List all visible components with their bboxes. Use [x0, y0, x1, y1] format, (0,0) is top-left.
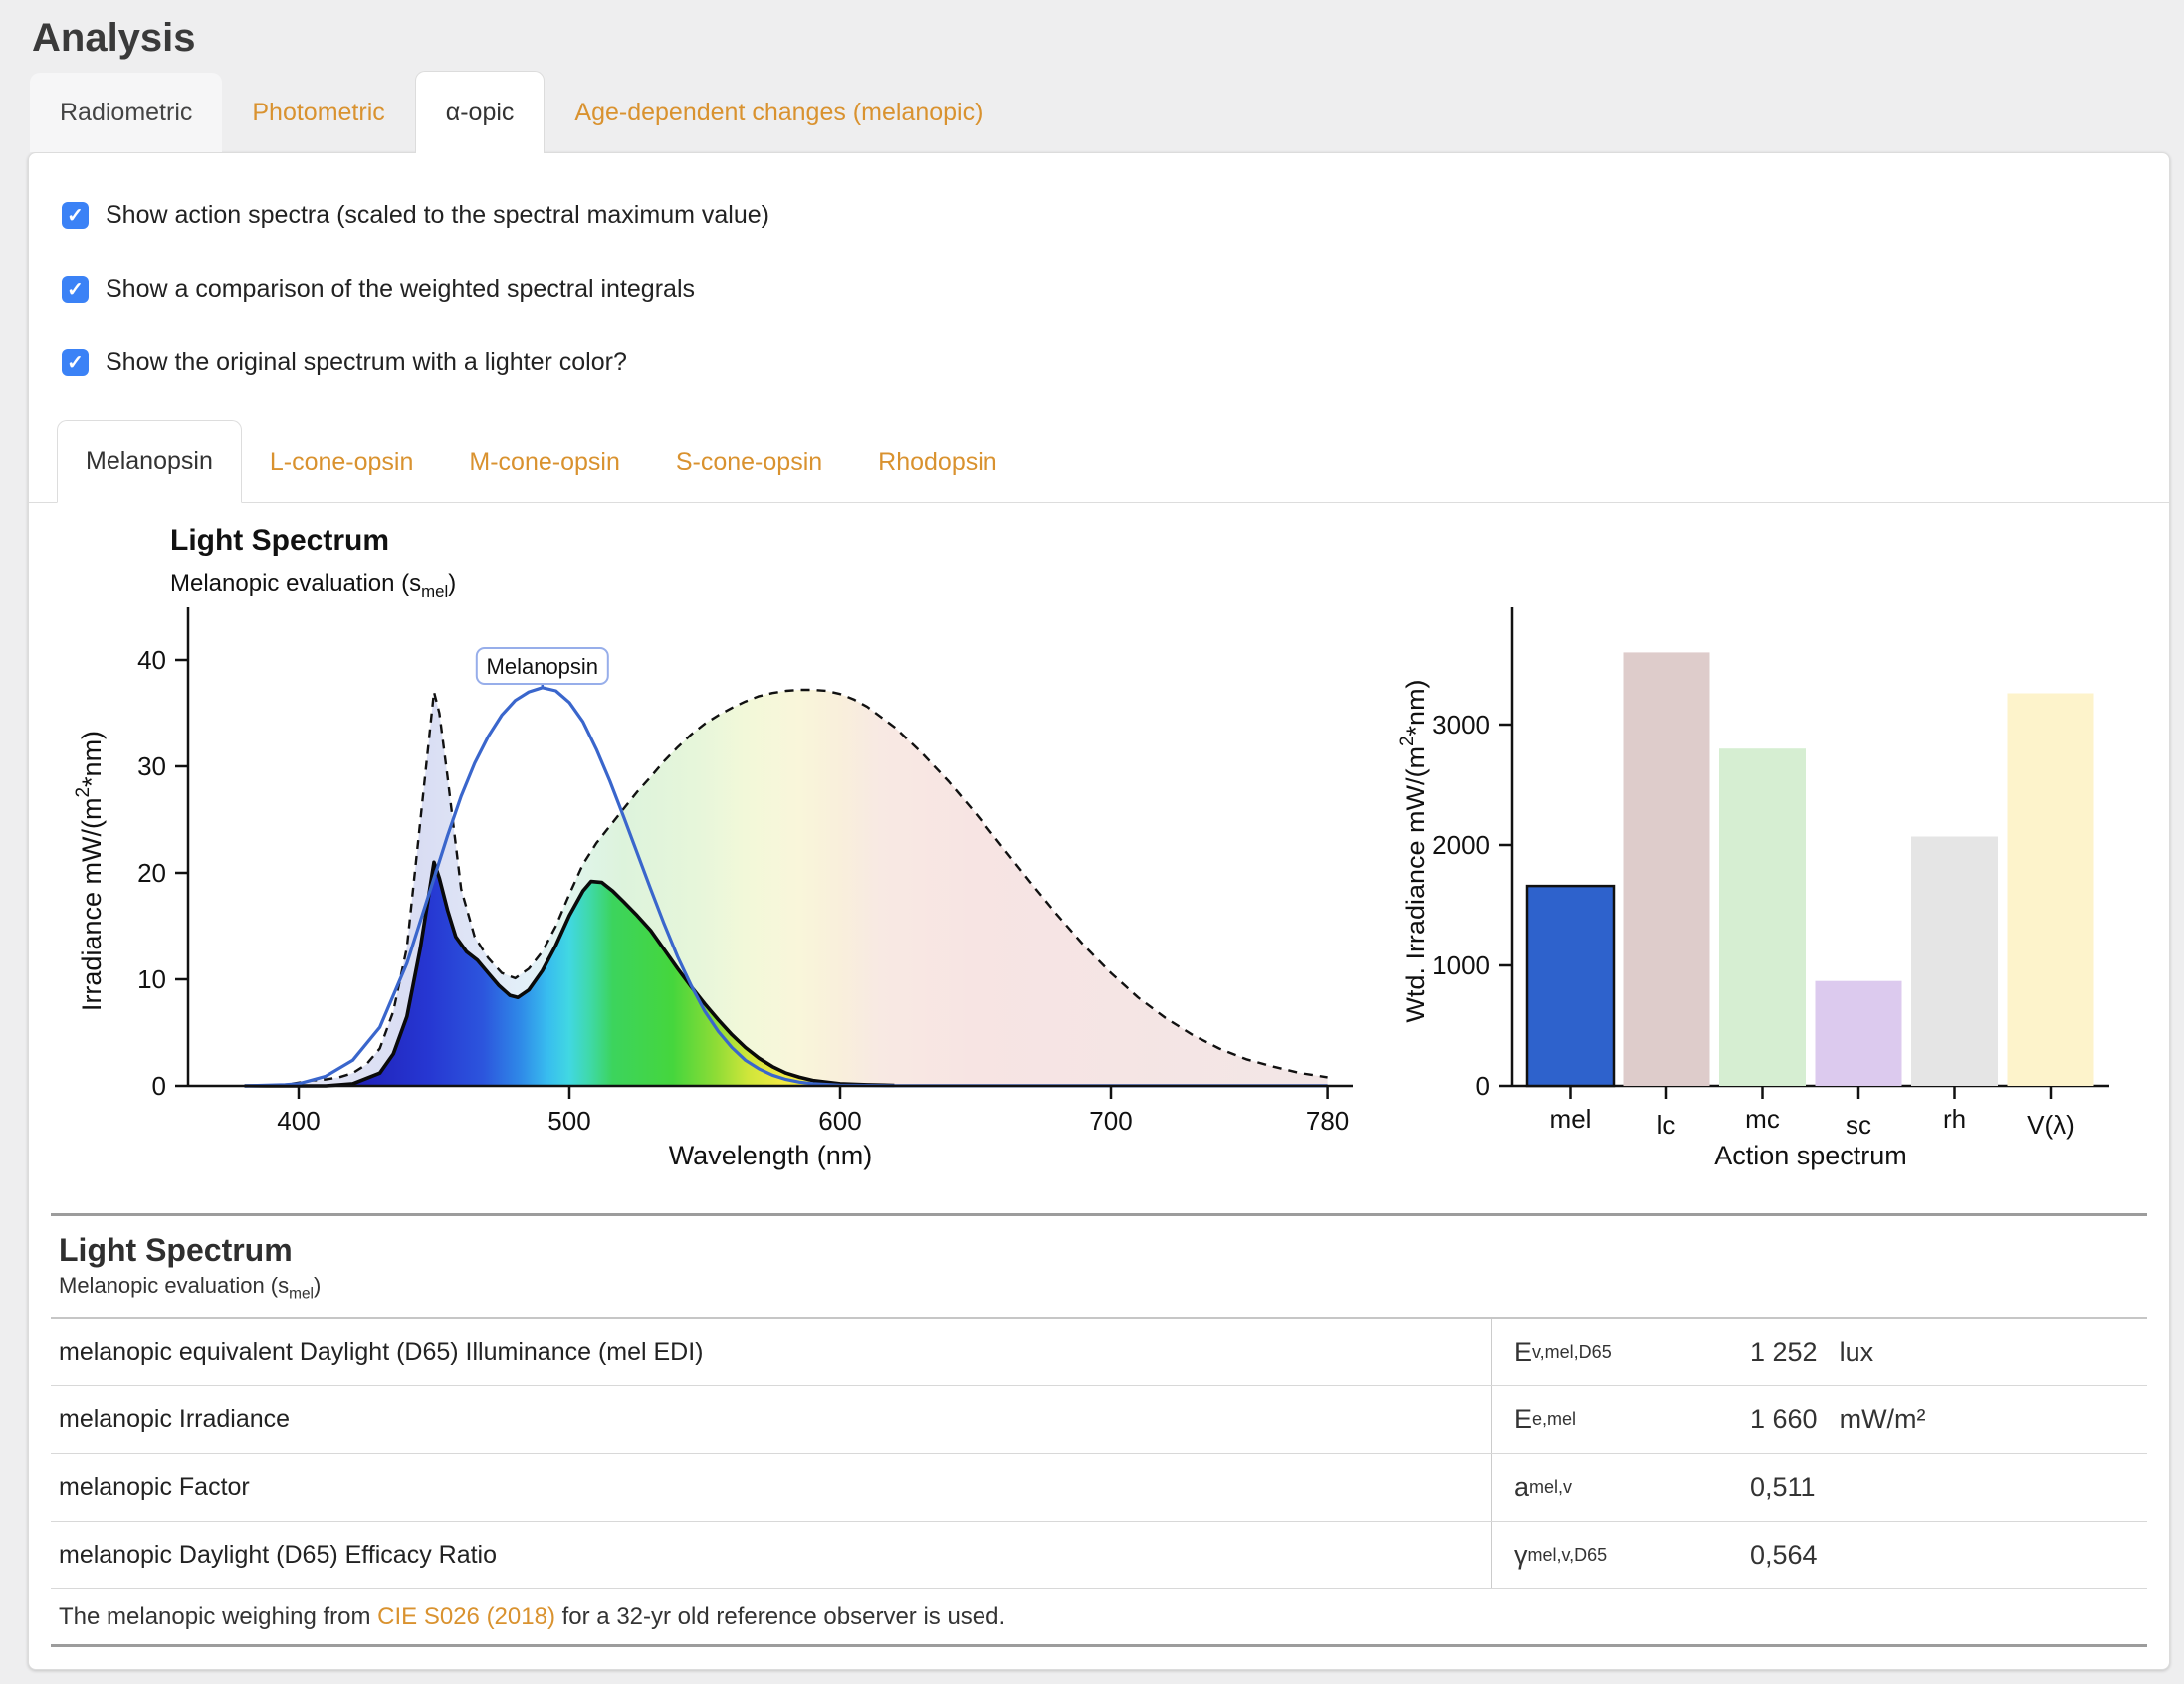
x-tick-label: 500 — [547, 1106, 590, 1136]
row-label: melanopic Daylight (D65) Efficacy Ratio — [51, 1541, 1491, 1570]
y-tick-label: 10 — [137, 964, 166, 994]
tab-content-panel: ✓ Show action spectra (scaled to the spe… — [28, 152, 2170, 1670]
x-tick-label: V(λ) — [2027, 1110, 2075, 1140]
table-bottom-border — [51, 1644, 2147, 1647]
x-tick-label: 780 — [1306, 1106, 1349, 1136]
row-value: 0,564 — [1750, 1540, 2147, 1571]
opsin-tab-bar: Melanopsin L-cone-opsin M-cone-opsin S-c… — [29, 422, 2169, 503]
checkbox-label: Show a comparison of the weighted spectr… — [106, 275, 695, 304]
spectrum-chart-title: Light Spectrum — [170, 525, 389, 558]
x-tick-label: rh — [1943, 1104, 1966, 1134]
y-tick-label: 3000 — [1432, 710, 1490, 739]
row-label: melanopic equivalent Daylight (D65) Illu… — [51, 1338, 1491, 1367]
y-tick-label: 40 — [137, 645, 166, 675]
checkbox-checked-icon: ✓ — [62, 349, 89, 376]
x-axis-label: Action spectrum — [1714, 1141, 1907, 1170]
table-row: melanopic Daylight (D65) Efficacy Ratio … — [51, 1522, 2147, 1589]
subtab-m-cone-opsin[interactable]: M-cone-opsin — [441, 422, 647, 502]
row-value: 1 660mW/m² — [1750, 1404, 2147, 1435]
tab-alpha-opic[interactable]: α-opic — [415, 71, 546, 153]
spectrum-chart-canvas: Melanopsin 400 500 600 700 780 0 10 20 30 40 Wavele… — [59, 513, 1383, 1209]
table-row: melanopic Irradiance Ee,mel 1 660mW/m² — [51, 1386, 2147, 1454]
bar-lc — [1624, 652, 1710, 1086]
checkbox-checked-icon: ✓ — [62, 202, 89, 229]
x-tick-label: 700 — [1089, 1106, 1132, 1136]
checkbox-show-original-spectrum[interactable]: ✓ Show the original spectrum with a ligh… — [62, 348, 2169, 377]
y-tick-label: 30 — [137, 751, 166, 781]
checkbox-checked-icon: ✓ — [62, 276, 89, 303]
option-checkboxes: ✓ Show action spectra (scaled to the spe… — [29, 153, 2169, 377]
page-title: Analysis — [32, 16, 2184, 61]
y-tick-label: 0 — [152, 1071, 166, 1101]
spectrum-chart: Light Spectrum Melanopic evaluation (sme… — [59, 513, 1383, 1209]
checkbox-label: Show the original spectrum with a lighte… — [106, 348, 627, 377]
table-row: melanopic equivalent Daylight (D65) Illu… — [51, 1319, 2147, 1386]
subtab-s-cone-opsin[interactable]: S-cone-opsin — [648, 422, 850, 502]
row-value: 0,511 — [1750, 1472, 2147, 1503]
checkbox-label: Show action spectra (scaled to the spect… — [106, 201, 769, 230]
charts-row: Light Spectrum Melanopic evaluation (sme… — [29, 503, 2169, 1209]
x-tick-label: mel — [1550, 1104, 1592, 1134]
table-footnote: The melanopic weighing from CIE S026 (20… — [51, 1589, 2147, 1644]
x-axis-label: Wavelength (nm) — [669, 1141, 873, 1170]
checkbox-show-comparison[interactable]: ✓ Show a comparison of the weighted spec… — [62, 275, 2169, 304]
bar-rh — [1911, 837, 1998, 1087]
row-symbol: Ev,mel,D65 — [1491, 1319, 1750, 1385]
tab-age-dependent[interactable]: Age-dependent changes (melanopic) — [545, 73, 1012, 152]
summary-table: Light Spectrum Melanopic evaluation (sme… — [51, 1213, 2147, 1647]
x-tick-label: mc — [1745, 1104, 1780, 1134]
table-row: melanopic Factor amel,v 0,511 — [51, 1454, 2147, 1522]
bar-V(λ) — [2008, 694, 2094, 1087]
x-tick-label: sc — [1846, 1110, 1871, 1140]
row-symbol: amel,v — [1491, 1454, 1750, 1521]
bar-mel — [1527, 886, 1614, 1086]
table-top-border — [51, 1213, 2147, 1216]
checkbox-show-action-spectra[interactable]: ✓ Show action spectra (scaled to the spe… — [62, 201, 2169, 230]
row-symbol: γmel,v,D65 — [1491, 1522, 1750, 1588]
y-axis-label: Irradiance mW/(m2*nm) — [73, 731, 107, 1011]
bar-chart-canvas: mel lc mc sc rh V(λ) 0 1000 2000 3000 Action spect… — [1383, 513, 2169, 1209]
main-tab-bar: Radiometric Photometric α-opic Age-depen… — [30, 73, 2184, 152]
x-tick-label: 600 — [818, 1106, 861, 1136]
row-symbol: Ee,mel — [1491, 1386, 1750, 1453]
weighted-integrals-bar-chart: mel lc mc sc rh V(λ) 0 1000 2000 3000 Action spect… — [1383, 513, 2169, 1209]
row-value: 1 252lux — [1750, 1337, 2147, 1368]
y-tick-label: 2000 — [1432, 830, 1490, 860]
tab-photometric[interactable]: Photometric — [222, 73, 414, 152]
page: Analysis Radiometric Photometric α-opic … — [0, 0, 2184, 1684]
subtab-l-cone-opsin[interactable]: L-cone-opsin — [242, 422, 442, 502]
subtab-melanopsin[interactable]: Melanopsin — [57, 420, 242, 503]
bar-mc — [1719, 748, 1806, 1086]
y-tick-label: 0 — [1476, 1071, 1490, 1101]
y-tick-label: 20 — [137, 858, 166, 888]
row-label: melanopic Factor — [51, 1473, 1491, 1502]
melanopsin-annotation-label: Melanopsin — [487, 654, 599, 679]
table-subtitle: Melanopic evaluation (smel) — [59, 1273, 2147, 1303]
cie-s026-link[interactable]: CIE S026 (2018) — [377, 1603, 555, 1631]
y-axis-label: Wtd. Irradiance mW/(m2*nm) — [1397, 679, 1430, 1022]
subtab-rhodopsin[interactable]: Rhodopsin — [850, 422, 1025, 502]
table-title: Light Spectrum — [59, 1232, 2147, 1269]
y-tick-label: 1000 — [1432, 950, 1490, 980]
x-tick-label: 400 — [277, 1106, 320, 1136]
row-label: melanopic Irradiance — [51, 1405, 1491, 1434]
tab-radiometric[interactable]: Radiometric — [30, 73, 222, 152]
x-tick-label: lc — [1657, 1110, 1676, 1140]
spectrum-chart-subtitle: Melanopic evaluation (smel) — [170, 570, 456, 602]
bar-sc — [1816, 981, 1902, 1086]
